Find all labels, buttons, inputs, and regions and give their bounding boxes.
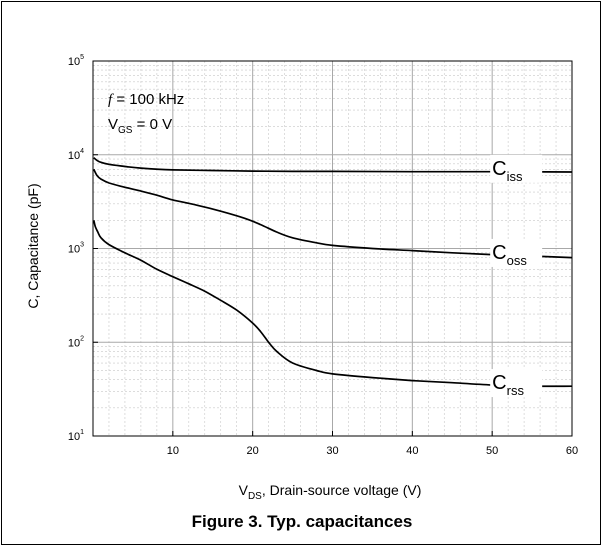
y-tick-label: 104 — [68, 148, 84, 162]
curve-crss — [92, 220, 573, 388]
axis-ticks: 10 20 30 40 50 60 101 102 103 104 105 — [68, 54, 578, 457]
curve-coss — [93, 168, 573, 259]
curves — [92, 157, 573, 388]
y-tick-label: 103 — [68, 242, 84, 256]
curve-label-ciss: Ciss — [492, 158, 523, 184]
curve-label-crss: Crss — [492, 372, 524, 398]
y-tick-label: 105 — [68, 54, 84, 68]
curve-label-background — [490, 238, 543, 267]
curve-ciss — [93, 157, 573, 173]
y-axis-title: C, Capacitance (pF) — [25, 183, 41, 308]
x-tick-label: 40 — [406, 445, 418, 457]
x-tick-label: 10 — [167, 445, 179, 457]
curve-label-background — [490, 369, 543, 398]
x-tick-label: 60 — [566, 445, 578, 457]
x-tick-label: 50 — [486, 445, 498, 457]
annotation-vgs: VGS = 0 V — [108, 116, 172, 136]
x-tick-label: 30 — [326, 445, 338, 457]
curve-label-coss: Coss — [492, 242, 527, 268]
y-tick-label: 102 — [68, 335, 84, 349]
curve-label-background — [490, 154, 543, 183]
figure-caption: Figure 3. Typ. capacitances — [191, 512, 413, 531]
y-tick-label: 101 — [68, 429, 84, 443]
curve-labels: Ciss Coss Crss — [490, 154, 543, 398]
x-tick-label: 20 — [247, 445, 259, 457]
annotation-frequency: f = 100 kHz — [108, 91, 184, 108]
x-axis-title: VDS, Drain-source voltage (V) — [239, 482, 422, 502]
